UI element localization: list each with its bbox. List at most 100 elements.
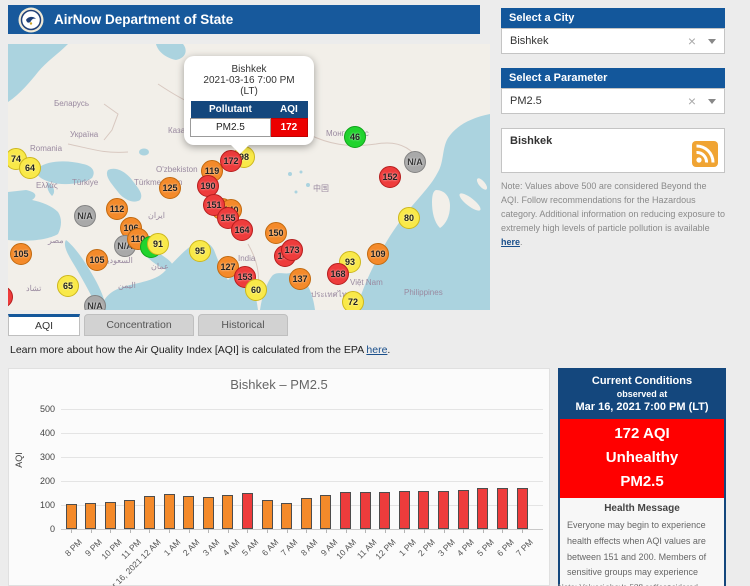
parameter-select[interactable]: PM2.5 ×	[501, 88, 725, 114]
sidebar-note-link[interactable]: here	[501, 236, 521, 247]
map-marker[interactable]: 65	[57, 275, 79, 297]
map-place-label: ประเทศไทย	[311, 290, 352, 299]
chart-bar[interactable]	[104, 501, 116, 529]
chart-bar[interactable]	[438, 490, 450, 529]
learn-more-text: Learn more about how the Air Quality Ind…	[10, 344, 367, 356]
chart-bar[interactable]	[222, 495, 234, 529]
parameter-clear-icon[interactable]: ×	[687, 93, 696, 109]
chart-y-tick-label: 400	[39, 428, 55, 438]
chart-y-tick-label: 500	[39, 404, 55, 414]
chart-bar[interactable]	[516, 487, 528, 529]
conditions-category: Unhealthy	[605, 449, 679, 466]
conditions-aqi-block: 172 AQI Unhealthy PM2.5	[560, 419, 724, 498]
chart-bar[interactable]	[398, 490, 410, 529]
aqi-map[interactable]: БеларусьУкраїнаRomaniaΕλλάςTürkiyeКазахс…	[8, 44, 490, 310]
parameter-chevron-down-icon[interactable]	[708, 99, 716, 108]
chart-bar[interactable]	[418, 490, 430, 529]
current-conditions-header: Current Conditions observed at Mar 16, 2…	[560, 370, 724, 419]
chart-x-tick	[423, 529, 425, 533]
map-marker[interactable]: 173	[281, 239, 303, 261]
map-marker[interactable]: 80	[398, 207, 420, 229]
map-marker[interactable]: 46	[344, 126, 366, 148]
learn-more-link[interactable]: here	[366, 344, 388, 356]
map-marker[interactable]: 168	[327, 263, 349, 285]
rss-icon[interactable]	[692, 141, 718, 167]
chart-y-tick-label: 300	[39, 452, 55, 462]
map-marker[interactable]: 91	[147, 233, 169, 255]
chart-x-tick-label: 5 AM	[239, 537, 261, 558]
map-marker[interactable]: 109	[367, 243, 389, 265]
map-marker[interactable]: 137	[289, 268, 311, 290]
map-place-label: مصر	[48, 236, 64, 245]
map-marker[interactable]: 64	[19, 157, 41, 179]
map-place-label: O'zbekiston	[156, 165, 198, 174]
city-select[interactable]: Bishkek ×	[501, 28, 725, 54]
chart-bar[interactable]	[143, 496, 155, 529]
map-place-label: India	[238, 254, 256, 263]
chart-bar[interactable]	[65, 504, 77, 529]
conditions-pollutant: PM2.5	[620, 473, 664, 490]
tab-aqi[interactable]: AQI	[8, 314, 80, 336]
map-marker[interactable]: 125	[159, 177, 181, 199]
chart-bar[interactable]	[281, 502, 293, 529]
map-place-label: تشاد	[26, 284, 42, 293]
chart-bar[interactable]	[300, 497, 312, 529]
conditions-datetime: Mar 16, 2021 7:00 PM (LT)	[575, 401, 709, 413]
map-marker[interactable]: 72	[342, 291, 364, 310]
map-popup: Bishkek 2021-03-16 7:00 PM (LT) Pollutan…	[184, 56, 314, 154]
chart-x-tick	[90, 529, 92, 533]
feed-city-text: Bishkek	[510, 135, 553, 147]
map-marker[interactable]: 150	[265, 222, 287, 244]
chart-bar[interactable]	[85, 502, 97, 529]
map-marker[interactable]: N/A	[84, 295, 106, 310]
chart-bar[interactable]	[457, 489, 469, 529]
tab-historical[interactable]: Historical	[198, 314, 288, 336]
map-marker[interactable]: N/A	[74, 205, 96, 227]
chart-bar[interactable]	[340, 492, 352, 529]
map-place-label: Україна	[70, 130, 99, 139]
chart-x-tick	[345, 529, 347, 533]
conditions-observed-at: observed at	[616, 389, 668, 399]
select-parameter-header: Select a Parameter	[501, 68, 725, 88]
page-title: AirNow Department of State	[54, 12, 234, 27]
map-marker[interactable]: 164	[231, 219, 253, 241]
map-place-label: Romania	[30, 144, 63, 153]
chart-bar[interactable]	[359, 491, 371, 529]
chart-x-tick-label: 7 AM	[279, 537, 300, 558]
chart-x-tick-label: 8 PM	[62, 537, 85, 559]
chart-bar[interactable]	[183, 496, 195, 529]
chart-title: Bishkek – PM2.5	[230, 377, 328, 392]
map-marker[interactable]: 112	[106, 198, 128, 220]
city-clear-icon[interactable]: ×	[687, 33, 696, 49]
current-conditions-panel: Current Conditions observed at Mar 16, 2…	[558, 368, 726, 586]
chart-bar[interactable]	[496, 488, 508, 529]
chart-y-tick-label: 100	[39, 500, 55, 510]
map-marker[interactable]: 105	[10, 243, 32, 265]
chart-bar[interactable]	[202, 496, 214, 529]
chart-bar[interactable]	[379, 491, 391, 529]
chart-bar[interactable]	[320, 495, 332, 529]
chart-x-tick-label: 11 AM	[354, 537, 379, 561]
tab-concentration[interactable]: Concentration	[84, 314, 194, 336]
city-chevron-down-icon[interactable]	[708, 39, 716, 48]
chart-bar[interactable]	[163, 494, 175, 529]
chart-x-tick	[522, 529, 524, 533]
map-marker[interactable]: 60	[245, 279, 267, 301]
map-place-label: Беларусь	[54, 99, 89, 108]
chart-x-tick-label: 10 PM	[98, 537, 124, 562]
chart-bar[interactable]	[124, 499, 136, 529]
chart-x-tick	[443, 529, 445, 533]
chart-bar[interactable]	[477, 488, 489, 529]
chart-bar[interactable]	[261, 499, 273, 529]
map-marker[interactable]: 105	[86, 249, 108, 271]
chart-x-tick-label: 10 AM	[334, 537, 359, 562]
map-place-label: Ελλάς	[36, 181, 58, 190]
chart-bar[interactable]	[241, 492, 253, 529]
map-marker[interactable]: N/A	[404, 151, 426, 173]
map-marker[interactable]: 95	[189, 240, 211, 262]
chart-x-tick-label: 12 PM	[373, 537, 398, 562]
map-marker[interactable]: 152	[379, 166, 401, 188]
chart-x-tick-label: 1 PM	[396, 537, 418, 559]
sidebar-note: Note: Values above 500 are considered Be…	[501, 180, 725, 250]
